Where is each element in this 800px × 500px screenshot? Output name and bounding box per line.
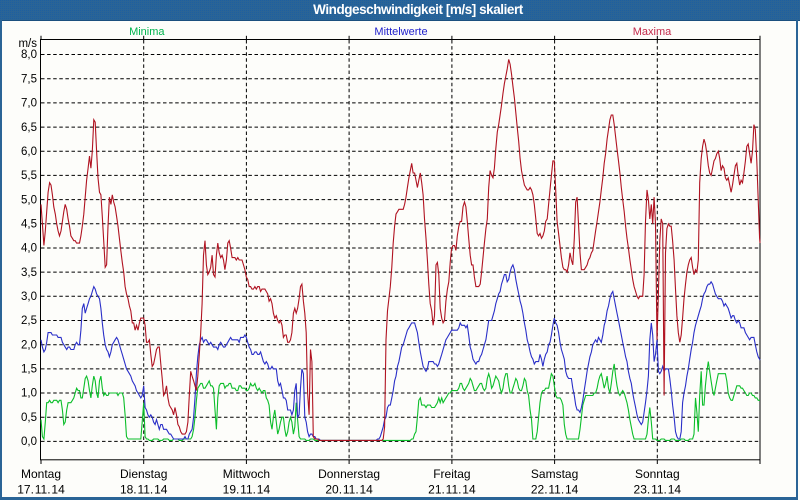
svg-text:19. 11. 14: 19. 11. 14 (223, 482, 271, 496)
svg-text:21. 11. 14: 21. 11. 14 (428, 482, 476, 496)
svg-text:Donnerstag: Donnerstag (318, 467, 380, 481)
svg-text:4,0: 4,0 (21, 243, 37, 255)
svg-text:22. 11. 14: 22. 11. 14 (531, 482, 579, 496)
svg-text:3,0: 3,0 (21, 291, 37, 303)
svg-text:Samstag: Samstag (531, 467, 578, 481)
svg-text:6,0: 6,0 (21, 146, 37, 158)
svg-text:5,0: 5,0 (21, 194, 37, 206)
svg-text:4,5: 4,5 (21, 219, 37, 231)
svg-text:Freitag: Freitag (433, 467, 470, 481)
svg-text:1,5: 1,5 (21, 364, 37, 376)
svg-text:m/s: m/s (18, 38, 37, 50)
svg-text:20. 11. 14: 20. 11. 14 (325, 482, 373, 496)
svg-text:Sonntag: Sonntag (635, 467, 680, 481)
svg-text:2,0: 2,0 (21, 339, 37, 351)
svg-text:7,5: 7,5 (21, 73, 37, 85)
svg-text:0,0: 0,0 (21, 436, 37, 448)
svg-text:7,0: 7,0 (21, 98, 37, 110)
svg-text:Mittwoch: Mittwoch (223, 467, 270, 481)
svg-text:Montag: Montag (21, 467, 61, 481)
svg-text:17. 11. 14: 17. 11. 14 (17, 482, 65, 496)
svg-text:0,5: 0,5 (21, 412, 37, 424)
svg-text:18. 11. 14: 18. 11. 14 (120, 482, 168, 496)
svg-text:3,5: 3,5 (21, 267, 37, 279)
svg-text:6,5: 6,5 (21, 122, 37, 134)
svg-text:8,0: 8,0 (21, 49, 37, 61)
svg-text:1,0: 1,0 (21, 388, 37, 400)
svg-text:Dienstag: Dienstag (120, 467, 167, 481)
svg-text:23. 11. 14: 23. 11. 14 (634, 482, 682, 496)
svg-text:2,5: 2,5 (21, 315, 37, 327)
svg-text:5,5: 5,5 (21, 170, 37, 182)
